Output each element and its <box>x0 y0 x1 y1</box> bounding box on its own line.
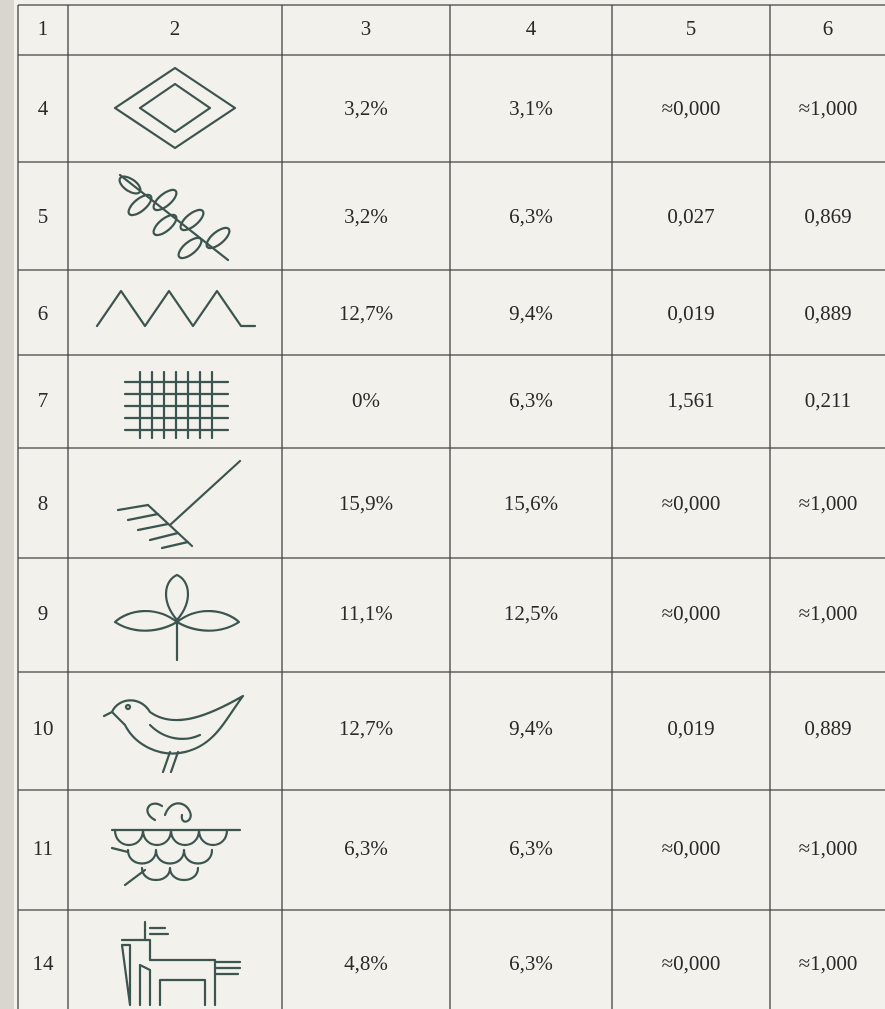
cell-value: 11,1% <box>339 601 392 625</box>
cell-value: 12,7% <box>339 301 393 325</box>
cell-value: 0,019 <box>667 301 714 325</box>
header-cell: 3 <box>361 16 372 40</box>
cell-value: 0,869 <box>804 204 851 228</box>
icon-bird <box>104 696 243 772</box>
cell-value: ≈0,000 <box>662 601 721 625</box>
cell-value: 1,561 <box>667 388 714 412</box>
cell-value: 6,3% <box>509 836 553 860</box>
page: 1 2 3 4 5 6 4 3,2% 3,1% ≈0,000 ≈1,000 5 3,2% 6,3% 0,02… <box>0 0 885 1009</box>
cell-value: 12,5% <box>504 601 558 625</box>
icon-sprout <box>115 575 239 660</box>
cell-value: 3,2% <box>344 204 388 228</box>
cell-value: 0,889 <box>804 301 851 325</box>
row-number: 10 <box>33 716 54 740</box>
cell-value: 3,1% <box>509 96 553 120</box>
cell-value: 0% <box>352 388 380 412</box>
header-cell: 2 <box>170 16 181 40</box>
cell-value: ≈0,000 <box>662 836 721 860</box>
cell-value: 4,8% <box>344 951 388 975</box>
header-cell: 1 <box>38 16 49 40</box>
header-cell: 5 <box>686 16 697 40</box>
cell-value: 0,889 <box>804 716 851 740</box>
icon-branch <box>117 173 233 261</box>
cell-value: 6,3% <box>509 204 553 228</box>
row-number: 5 <box>38 204 49 228</box>
cell-value: 6,3% <box>509 951 553 975</box>
row-number: 14 <box>33 951 55 975</box>
header-cell: 6 <box>823 16 834 40</box>
cell-value: 0,211 <box>805 388 851 412</box>
cell-value: ≈0,000 <box>662 96 721 120</box>
cell-value: ≈1,000 <box>799 836 858 860</box>
cell-value: ≈1,000 <box>799 96 858 120</box>
cell-value: 9,4% <box>509 301 553 325</box>
icon-rake <box>118 461 240 548</box>
cell-value: 0,027 <box>667 204 714 228</box>
row-number: 6 <box>38 301 49 325</box>
row-number: 11 <box>33 836 53 860</box>
row-number: 9 <box>38 601 49 625</box>
icon-diamond-inner <box>140 84 210 132</box>
cell-value: 3,2% <box>344 96 388 120</box>
cell-value: ≈1,000 <box>799 491 858 515</box>
cell-value: ≈1,000 <box>799 951 858 975</box>
cell-value: 15,9% <box>339 491 393 515</box>
table-grid <box>18 5 885 1009</box>
icon-zigzag <box>97 291 255 326</box>
cell-value: 0,019 <box>667 716 714 740</box>
cell-value: ≈0,000 <box>662 951 721 975</box>
ornament-icons <box>97 68 255 1005</box>
header-cell: 4 <box>526 16 537 40</box>
cell-value: 6,3% <box>344 836 388 860</box>
row-number: 4 <box>38 96 49 120</box>
icon-net <box>125 372 228 438</box>
table: 1 2 3 4 5 6 4 3,2% 3,1% ≈0,000 ≈1,000 5 3,2% 6,3% 0,02… <box>0 0 885 1009</box>
row-number: 8 <box>38 491 49 515</box>
row-number: 7 <box>38 388 49 412</box>
scan-edge <box>0 0 14 1009</box>
cell-value: 6,3% <box>509 388 553 412</box>
icon-horse <box>122 922 240 1005</box>
cell-value: ≈1,000 <box>799 601 858 625</box>
cell-value: 9,4% <box>509 716 553 740</box>
cell-value: 15,6% <box>504 491 558 515</box>
icon-scales <box>112 803 240 885</box>
cell-value: ≈0,000 <box>662 491 721 515</box>
icon-diamond <box>115 68 235 148</box>
cell-value: 12,7% <box>339 716 393 740</box>
